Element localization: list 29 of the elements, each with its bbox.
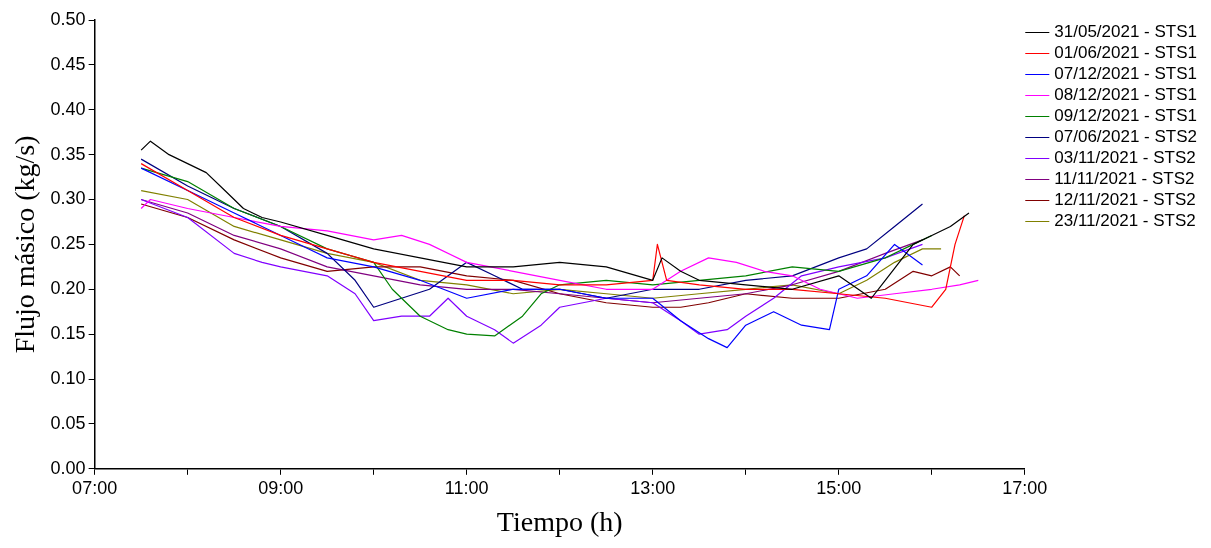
x-tick-label: 13:00 bbox=[630, 477, 676, 498]
y-axis-title: Flujo másico (kg/s) bbox=[9, 135, 41, 354]
legend-label: 09/12/2021 - STS1 bbox=[1054, 106, 1198, 126]
legend-label: 23/11/2021 - STS2 bbox=[1054, 211, 1196, 231]
y-tick-label: 0.35 bbox=[50, 143, 86, 164]
y-tick-label: 0.00 bbox=[50, 457, 86, 478]
x-tick-label: 11:00 bbox=[444, 477, 489, 498]
y-tick-label: 0.15 bbox=[50, 323, 86, 344]
x-tick-label: 17:00 bbox=[1002, 477, 1048, 498]
legend-label: 08/12/2021 - STS1 bbox=[1054, 85, 1198, 105]
legend-label: 31/05/2021 - STS1 bbox=[1054, 22, 1198, 42]
legend-label: 07/12/2021 - STS1 bbox=[1054, 64, 1198, 84]
x-tick-label: 09:00 bbox=[258, 477, 304, 498]
legend-label: 12/11/2021 - STS2 bbox=[1054, 190, 1196, 210]
y-tick-label: 0.45 bbox=[50, 53, 86, 74]
legend-label: 07/06/2021 - STS2 bbox=[1054, 127, 1198, 147]
y-tick-label: 0.05 bbox=[50, 412, 86, 433]
y-tick-label: 0.40 bbox=[50, 98, 86, 119]
y-tick-label: 0.25 bbox=[50, 233, 86, 254]
legend-label: 11/11/2021 - STS2 bbox=[1054, 169, 1195, 189]
x-axis-title: Tiempo (h) bbox=[496, 505, 623, 537]
y-tick-label: 0.30 bbox=[50, 188, 86, 209]
legend-label: 01/06/2021 - STS1 bbox=[1054, 43, 1198, 63]
y-tick-label: 0.10 bbox=[50, 368, 86, 389]
y-tick-label: 0.20 bbox=[50, 278, 86, 299]
y-tick-label: 0.50 bbox=[50, 8, 86, 29]
x-tick-label: 07:00 bbox=[72, 477, 118, 498]
legend-label: 03/11/2021 - STS2 bbox=[1054, 148, 1196, 168]
x-tick-label: 15:00 bbox=[816, 477, 862, 498]
